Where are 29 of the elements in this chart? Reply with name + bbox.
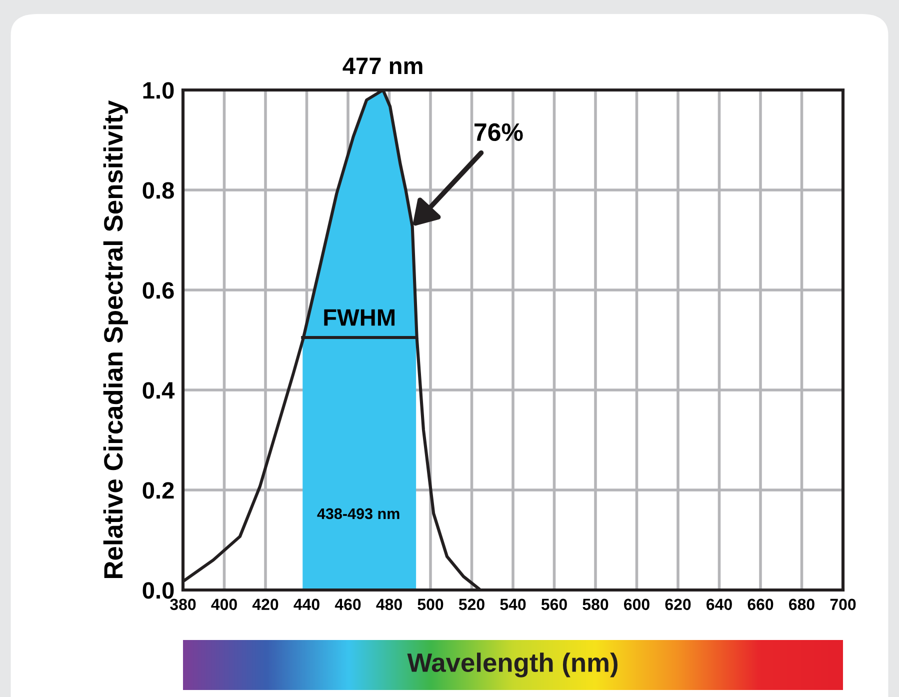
x-tick-label: 500 [418,598,444,610]
x-tick-label: 660 [748,598,774,610]
y-tick-label: 1.0 [143,82,174,99]
x-axis-title: Wavelength (nm) [407,652,618,678]
y-tick-label: 0.4 [142,382,175,399]
y-tick-label: 0.2 [142,482,174,499]
x-tick-label: 580 [582,598,608,610]
annotation: 438-493 nm [317,508,400,520]
x-tick-label: 640 [706,598,732,610]
x-tick-label: 420 [252,598,278,610]
annotation: 477 nm [342,58,422,74]
x-tick-label: 400 [211,598,237,610]
x-tick-label: 700 [830,598,856,610]
x-tick-label: 600 [624,598,650,610]
annotation: FWHM [324,309,394,326]
x-tick-label: 620 [665,598,691,610]
y-tick-label: 0.0 [142,582,174,599]
x-tick-label: 520 [458,598,484,610]
x-tick-label: 460 [334,598,361,610]
x-tick-label: 480 [376,598,402,610]
x-tick-label: 440 [294,598,320,610]
y-tick-label: 0.6 [142,282,174,299]
y-tick-label: 0.8 [142,182,174,199]
x-tick-label: 380 [170,598,196,610]
x-tick-label: 680 [789,598,814,610]
annotation: 76% [474,123,523,142]
x-tick-label: 540 [500,598,526,610]
y-axis-title: Relative Circadian Spectral Sensitivity [103,100,128,578]
x-tick-label: 560 [541,598,567,610]
